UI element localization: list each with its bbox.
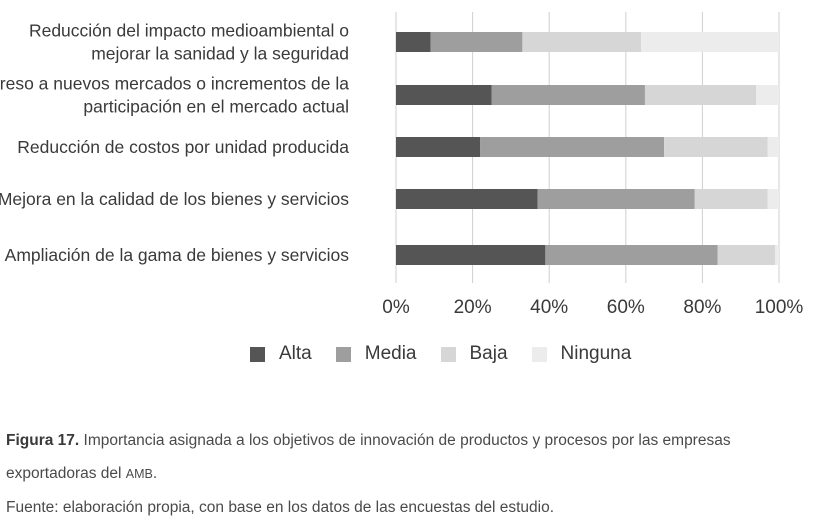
bar-alta-0 [396,32,431,52]
legend-swatch-alta [250,346,265,362]
bar-alta-4 [396,245,546,265]
legend-item-ninguna: Ninguna [531,343,632,365]
bar-baja-0 [522,32,642,52]
category-label-0: Reducción del impacto medioambiental o me… [29,21,349,64]
bar-baja-4 [717,245,776,265]
category-label-3: Mejora en la calidad de los bienes y ser… [0,189,349,209]
category-label-1: Ingreso a nuevos mercados o incrementos … [0,74,349,117]
category-label-2: Reducción de costos por unidad producida [17,137,349,157]
category-labels: Reducción del impacto medioambiental o me… [0,21,349,266]
caption-abbr: AMB [125,467,153,481]
bar-alta-1 [396,85,492,105]
bar-alta-2 [396,137,481,157]
bar-media-3 [537,189,695,209]
legend-label-baja: Baja [469,343,508,364]
legend-item-media: Media [335,343,417,365]
legend-swatch-media [335,346,351,362]
figure-number: Figura 17. [6,432,80,449]
legend-label-media: Media [364,343,417,364]
x-tick-label-1: 20% [454,297,492,318]
bar-ninguna-1 [756,85,779,105]
bars [396,32,779,265]
x-axis-ticks: 0% 20% 40% 60% 80% 100% [382,297,803,318]
legend-swatch-ninguna [531,346,547,362]
x-tick-label-0: 0% [382,297,410,318]
caption-end: . [152,465,158,482]
bar-media-4 [545,245,718,265]
bar-media-0 [430,32,523,52]
legend-item-alta: Alta [250,343,312,365]
legend-label-ninguna: Ninguna [560,343,632,364]
category-label-4: Ampliación de la gama de bienes y servic… [5,245,350,265]
x-tick-label-2: 40% [530,297,568,318]
x-tick-label-4: 80% [683,297,721,318]
bar-chart: Reducción del impacto medioambiental o me… [0,12,803,318]
bar-baja-2 [664,137,768,157]
bar-baja-3 [694,189,768,209]
x-tick-label-3: 60% [607,297,645,318]
bar-alta-3 [396,189,538,209]
figure-caption: Figura 17. Importancia asignada a los ob… [6,424,818,524]
bar-baja-1 [644,85,757,105]
bar-media-2 [480,137,665,157]
bar-ninguna-4 [775,245,779,265]
bar-ninguna-0 [641,32,779,52]
caption-body: Importancia asignada a los objetivos de … [6,432,731,482]
caption-text: Figura 17. Importancia asignada a los ob… [6,424,818,491]
x-tick-label-5: 100% [755,297,804,318]
bar-ninguna-2 [767,137,779,157]
bar-ninguna-3 [767,189,779,209]
caption-source: Fuente: elaboración propia, con base en … [6,499,555,516]
legend-item-baja: Baja [440,343,508,365]
bar-media-1 [491,85,645,105]
chart-legend: Alta Media Baja Ninguna [250,343,655,365]
legend-label-alta: Alta [279,343,312,364]
legend-swatch-baja [440,346,456,362]
